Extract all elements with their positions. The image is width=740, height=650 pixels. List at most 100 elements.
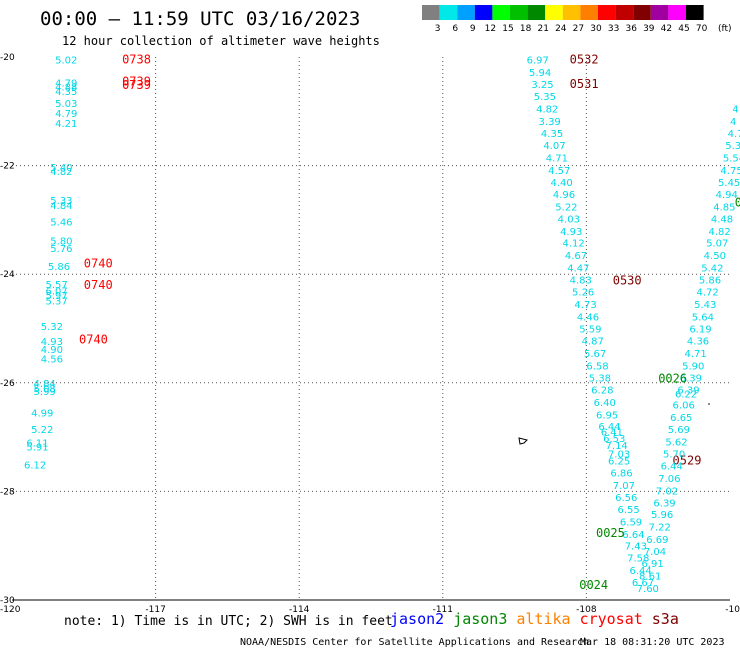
swh-value: 4.75 — [720, 166, 740, 177]
swh-value: 4.12 — [562, 239, 584, 250]
colorbar-swatch — [633, 5, 651, 20]
swh-value: 5.46 — [50, 218, 72, 229]
swh-value: 6.39 — [680, 373, 702, 384]
swh-value: 5.22 — [31, 425, 53, 436]
colorbar-label: 30 — [590, 24, 602, 34]
swh-value: 6.56 — [615, 493, 637, 504]
swh-value: 4.88 — [55, 82, 77, 93]
swh-value: 7.22 — [649, 523, 671, 534]
colorbar-swatch — [580, 5, 598, 20]
swh-value: 5.38 — [589, 373, 611, 384]
swh-value: 5.80 — [50, 237, 72, 248]
swh-value: 5.67 — [584, 349, 606, 360]
swh-value: 6.58 — [586, 361, 608, 372]
swh-value: 4.07 — [543, 141, 565, 152]
swh-value: 5.57 — [46, 280, 68, 291]
y-tick-label: -24 — [0, 270, 15, 280]
colorbar-swatch — [668, 5, 686, 20]
colorbar-label: 18 — [520, 24, 532, 34]
swh-value: 4.79 — [55, 109, 77, 120]
swh-value: 5.62 — [665, 437, 687, 448]
swh-value: 4.82 — [536, 105, 558, 116]
swh-value: 6.44 — [629, 566, 651, 577]
colorbar-label: 24 — [555, 24, 567, 34]
swh-value: 4.71 — [546, 153, 568, 164]
swh-value: 4 — [732, 105, 738, 116]
swh-value: 4.71 — [685, 349, 707, 360]
y-tick-label: -28 — [0, 487, 15, 497]
swh-value: 5.99 — [34, 387, 56, 398]
swh-value: 7.07 — [613, 481, 635, 492]
swh-value: 5.86 — [699, 276, 721, 287]
swh-value: 6.55 — [618, 505, 640, 516]
pass-time-label: 0740 — [84, 278, 113, 292]
colorbar-swatch — [474, 5, 493, 20]
satellite-s3a: s3a — [652, 610, 679, 628]
swh-value: 5.59 — [579, 325, 601, 336]
swh-value: 5.76 — [50, 244, 72, 255]
satellite-jason3: jason3 — [453, 610, 507, 628]
swh-value: 7.03 — [608, 449, 630, 460]
swh-value: 4.82 — [708, 227, 730, 238]
colorbar-label: 3 — [435, 24, 441, 34]
colorbar-label: 33 — [608, 24, 619, 34]
colorbar-label: 70 — [696, 24, 708, 34]
pass-time-label: 0532 — [570, 53, 599, 67]
colorbar-label: 42 — [661, 24, 672, 34]
swh-value: 4.96 — [553, 190, 575, 201]
swh-value: 6.91 — [641, 559, 663, 570]
pass-time-label: 0739 — [122, 74, 151, 88]
swh-value: 5.32 — [41, 322, 63, 333]
x-tick-label: -108 — [576, 605, 597, 615]
swh-value: 6.64 — [622, 530, 644, 541]
swh-value: 5.90 — [682, 361, 704, 372]
colorbar-swatch — [615, 5, 634, 20]
swh-value: 5.86 — [48, 262, 70, 273]
swh-value: 5.3 — [725, 141, 740, 152]
swh-value: 4.72 — [696, 288, 718, 299]
swh-value: 8.61 — [639, 572, 661, 583]
swh-value: 6.12 — [24, 460, 46, 471]
swh-value: 4.36 — [687, 336, 709, 347]
colorbar-swatch — [439, 5, 458, 20]
colorbar-swatch — [527, 5, 546, 20]
colorbar-swatch — [686, 5, 704, 20]
swh-value: 3.39 — [539, 117, 561, 128]
pass-time-label: 0026 — [658, 371, 687, 385]
swh-value: 4.7 — [728, 129, 740, 140]
swh-value: 6.11 — [26, 439, 48, 450]
swh-value: 7.60 — [637, 584, 659, 595]
swh-value: 7.02 — [656, 486, 678, 497]
pass-time-label: 0740 — [84, 256, 113, 270]
series-cryosat: 5.024.794.884.355.034.794.215.404.825.33… — [24, 53, 151, 472]
swh-value: 5.35 — [534, 92, 556, 103]
swh-value: 6.44 — [661, 461, 683, 472]
swh-value: 5.40 — [50, 163, 72, 174]
swh-value: 4.94 — [716, 190, 738, 201]
chart-title: 00:00 – 11:59 UTC 03/16/2023 — [40, 8, 360, 30]
swh-value: 4.46 — [577, 313, 599, 324]
satellite-altika: altika — [516, 610, 570, 628]
colorbar-label: 39 — [643, 24, 655, 34]
swh-value: 5.70 — [663, 449, 685, 460]
swh-value: 4.84 — [50, 201, 72, 212]
pass-time-label: 0529 — [673, 453, 702, 467]
data-layer: 5.024.794.884.355.034.794.215.404.825.33… — [24, 53, 740, 595]
pass-time-label: 0531 — [570, 77, 599, 91]
colorbar-label: 6 — [452, 24, 458, 34]
swh-value: 4.93 — [41, 337, 63, 348]
swh-value: 5.54 — [723, 153, 740, 164]
island-dot — [708, 403, 710, 405]
swh-value: 4.21 — [55, 119, 77, 130]
swh-value: 6.25 — [608, 456, 630, 467]
swh-value: 4.85 — [713, 202, 735, 213]
swh-value: 4.57 — [548, 166, 570, 177]
swh-value: 6.39 — [653, 498, 675, 509]
colorbar-label: 15 — [502, 24, 513, 34]
swh-value: 5.64 — [692, 313, 714, 324]
colorbar-label: 45 — [678, 24, 689, 34]
y-tick-label: -22 — [0, 162, 15, 172]
colorbar-swatch — [510, 5, 528, 20]
swh-value: 7.14 — [606, 441, 628, 452]
swh-value: 6.40 — [594, 398, 616, 409]
